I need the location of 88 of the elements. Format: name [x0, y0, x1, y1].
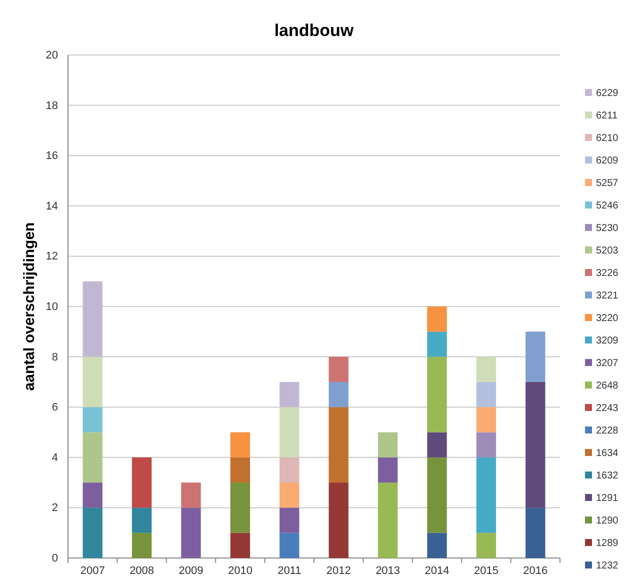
legend-label: 2228 — [596, 426, 619, 436]
y-tick-label: 12 — [46, 250, 58, 263]
legend-label: 5257 — [596, 178, 619, 189]
legend-label: 6229 — [596, 88, 619, 99]
legend-label: 5203 — [596, 246, 619, 256]
bar — [476, 432, 496, 458]
bar — [82, 281, 102, 357]
legend-label: 5230 — [596, 223, 619, 234]
legend-label: 1291 — [596, 493, 619, 504]
y-tick-label: 2 — [52, 502, 58, 514]
bar — [230, 457, 250, 483]
y-tick-label: 14 — [46, 200, 58, 212]
bar — [82, 356, 102, 408]
chart-title: landbouw — [274, 21, 354, 40]
x-tick-label: 2014 — [424, 564, 450, 577]
legend-label: 1290 — [596, 516, 619, 526]
y-tick-label: 4 — [52, 452, 58, 464]
x-tick-label: 2007 — [80, 564, 105, 577]
bar — [427, 532, 447, 558]
bar — [280, 482, 300, 508]
bar — [230, 532, 250, 558]
bar — [280, 532, 300, 558]
legend-label: 1632 — [596, 470, 619, 482]
y-tick-label: 16 — [46, 150, 58, 162]
legend-label: 2243 — [596, 403, 619, 414]
y-tick-label: 10 — [46, 301, 58, 314]
legend-label: 3226 — [596, 268, 619, 279]
x-tick-label: 2011 — [278, 564, 302, 577]
bar — [181, 482, 201, 508]
x-tick-label: 2012 — [326, 564, 351, 577]
legend-label: 5246 — [596, 200, 619, 212]
bar — [280, 457, 300, 483]
legend-label: 1634 — [596, 448, 619, 459]
bar — [132, 457, 152, 508]
bar — [82, 508, 102, 558]
bar — [476, 356, 496, 382]
bar — [82, 482, 102, 508]
bar — [427, 332, 447, 357]
y-axis-title: aantal overschrijdingen — [21, 222, 38, 391]
bar — [328, 382, 348, 408]
bar — [230, 432, 250, 458]
legend-label: 6211 — [596, 110, 618, 122]
y-tick-label: 18 — [46, 100, 58, 112]
bar — [132, 532, 152, 558]
bar — [132, 508, 152, 533]
bar — [476, 407, 496, 432]
bar — [476, 532, 496, 558]
y-tick-label: 8 — [52, 351, 58, 364]
bar — [328, 407, 348, 483]
bar — [427, 306, 447, 332]
bar — [280, 407, 300, 458]
bar — [280, 508, 300, 533]
legend-label: 1289 — [596, 538, 619, 549]
bar — [526, 332, 546, 382]
legend-label: 3221 — [596, 290, 619, 302]
legend-label: 3209 — [596, 336, 619, 346]
bar — [476, 382, 496, 408]
bar — [427, 457, 447, 533]
bar — [82, 432, 102, 483]
y-tick-label: 6 — [52, 402, 58, 414]
bar — [82, 407, 102, 432]
bar — [427, 432, 447, 458]
bar — [328, 482, 348, 558]
bar — [526, 382, 546, 508]
y-tick-label: 0 — [52, 552, 58, 565]
x-tick-label: 2009 — [178, 564, 204, 577]
x-tick-label: 2008 — [130, 564, 154, 577]
bar — [378, 432, 398, 458]
x-tick-label: 2016 — [523, 564, 548, 577]
x-tick-label: 2015 — [474, 564, 498, 577]
bar — [476, 457, 496, 533]
legend-label: 6210 — [596, 133, 619, 144]
legend-label: 2648 — [596, 380, 619, 392]
y-tick-label: 20 — [46, 50, 58, 62]
bar — [526, 508, 546, 558]
bar — [378, 482, 398, 558]
bar — [181, 508, 201, 558]
x-tick-label: 2013 — [376, 564, 400, 577]
legend-label: 3220 — [596, 313, 619, 324]
bar — [230, 482, 250, 533]
legend-label: 3207 — [596, 358, 619, 369]
bar — [328, 356, 348, 382]
x-tick-label: 2010 — [228, 564, 252, 577]
bar — [427, 356, 447, 432]
bar — [280, 382, 300, 408]
legend-label: 6209 — [596, 156, 619, 166]
legend-label: 1232 — [596, 560, 619, 572]
bar — [378, 457, 398, 483]
